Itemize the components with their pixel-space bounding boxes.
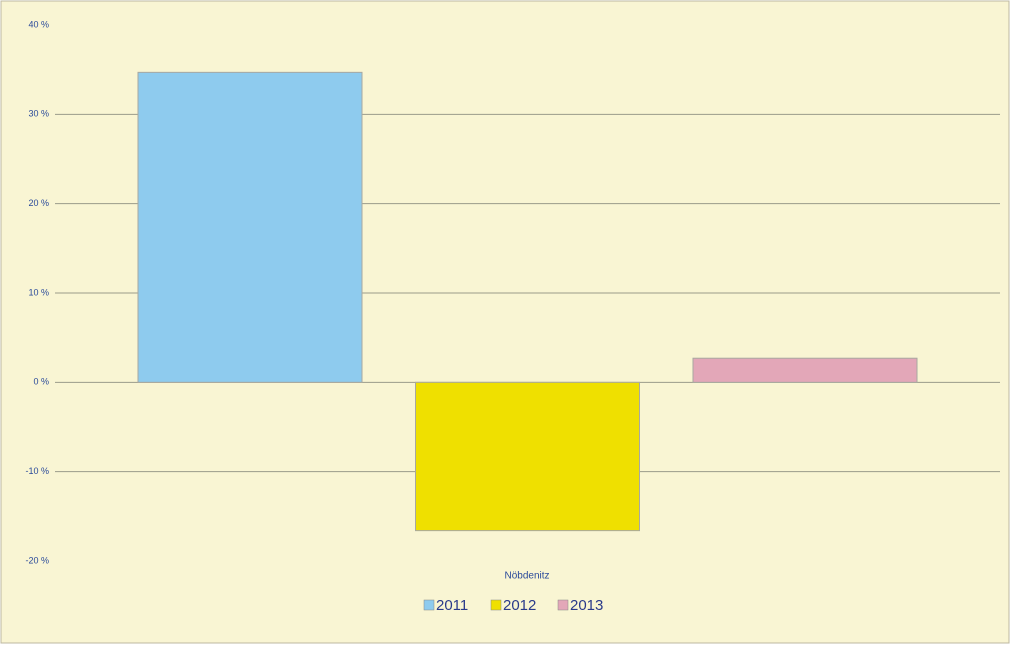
bar	[692, 357, 918, 383]
y-tick-label: 20 %	[28, 198, 49, 208]
x-category-label: Nöbdenitz	[504, 571, 549, 582]
legend-label: 2011	[436, 597, 468, 614]
legend-swatch	[423, 599, 435, 611]
legend-swatch	[490, 599, 502, 611]
y-tick-label: -20 %	[25, 555, 49, 565]
y-tick-label: -10 %	[25, 466, 49, 476]
legend-swatch	[557, 599, 569, 611]
y-tick-label: 30 %	[28, 109, 49, 119]
bar	[415, 381, 640, 532]
bar	[137, 71, 363, 383]
y-tick-label: 10 %	[28, 287, 49, 297]
y-tick-label: 0 %	[33, 377, 49, 387]
legend-label: 2012	[503, 597, 536, 614]
y-tick-label: 40 %	[28, 19, 49, 29]
legend-label: 2013	[570, 597, 603, 614]
